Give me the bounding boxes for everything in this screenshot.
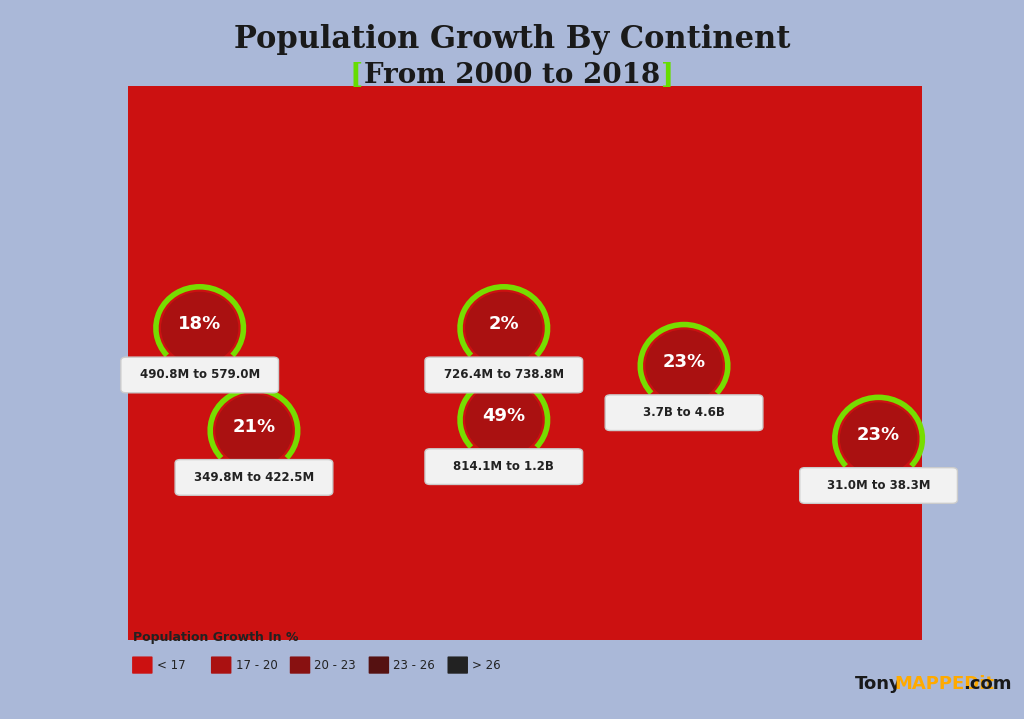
Text: 23%: 23% — [857, 426, 900, 444]
Text: < 17: < 17 — [157, 659, 185, 672]
Text: MAPPEDit: MAPPEDit — [894, 675, 994, 694]
Text: 18%: 18% — [178, 315, 221, 333]
Text: 814.1M to 1.2B: 814.1M to 1.2B — [454, 460, 554, 473]
Text: Population Growth By Continent: Population Growth By Continent — [233, 24, 791, 55]
Text: [: [ — [350, 62, 362, 89]
Text: 349.8M to 422.5M: 349.8M to 422.5M — [194, 471, 314, 484]
Text: 49%: 49% — [482, 407, 525, 425]
Text: .com: .com — [964, 675, 1012, 694]
Text: 726.4M to 738.8M: 726.4M to 738.8M — [443, 368, 564, 382]
Text: 490.8M to 579.0M: 490.8M to 579.0M — [139, 368, 260, 382]
Text: 31.0M to 38.3M: 31.0M to 38.3M — [826, 479, 931, 492]
Text: Tony: Tony — [855, 675, 902, 694]
Text: > 26: > 26 — [472, 659, 501, 672]
Text: ]: ] — [662, 62, 674, 89]
Text: 17 - 20: 17 - 20 — [236, 659, 278, 672]
Text: 20 - 23: 20 - 23 — [314, 659, 356, 672]
Text: 23%: 23% — [663, 353, 706, 371]
Text: 21%: 21% — [232, 418, 275, 436]
Text: Population Growth In %: Population Growth In % — [133, 631, 299, 644]
Text: 23 - 26: 23 - 26 — [393, 659, 435, 672]
Text: From 2000 to 2018: From 2000 to 2018 — [364, 62, 660, 89]
Text: 2%: 2% — [488, 315, 519, 333]
Text: 3.7B to 4.6B: 3.7B to 4.6B — [643, 406, 725, 419]
